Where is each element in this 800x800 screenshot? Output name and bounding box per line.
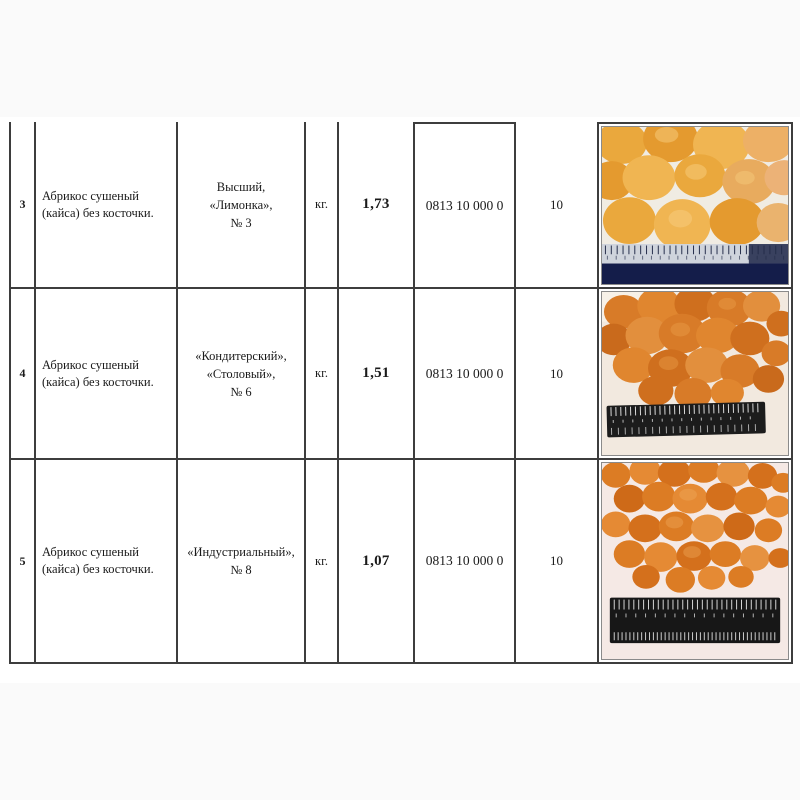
dried-apricots-golden-with-navy-ruler-photo bbox=[601, 126, 789, 285]
customs-code: 0813 10 000 0 bbox=[415, 122, 516, 289]
product-photo-cell bbox=[599, 289, 793, 460]
price: 1,51 bbox=[339, 289, 415, 460]
product-grade: «Индустриальный», № 8 bbox=[178, 460, 306, 664]
product-grade: Высший, «Лимонка», № 3 bbox=[178, 122, 306, 289]
product-photo-cell bbox=[599, 460, 793, 664]
grade-line: Высший, bbox=[216, 179, 266, 194]
quantity: 10 bbox=[516, 289, 599, 460]
price-list-table: 3 Абрикос сушеный (кайса) без косточки. … bbox=[9, 122, 793, 664]
grade-line: № 6 bbox=[230, 384, 252, 399]
grade-line: № 8 bbox=[230, 563, 252, 577]
customs-code: 0813 10 000 0 bbox=[415, 460, 516, 664]
grade-line: «Столовый», bbox=[206, 366, 276, 381]
row-number: 5 bbox=[11, 460, 36, 664]
grade-line: № 3 bbox=[230, 215, 252, 230]
quantity: 10 bbox=[516, 460, 599, 664]
row-number: 4 bbox=[11, 289, 36, 460]
product-description: Абрикос сушеный (кайса) без косточки. bbox=[36, 122, 178, 289]
customs-code: 0813 10 000 0 bbox=[415, 289, 516, 460]
price: 1,73 bbox=[339, 122, 415, 289]
product-description: Абрикос сушеный (кайса) без косточки. bbox=[36, 460, 178, 664]
quantity: 10 bbox=[516, 122, 599, 289]
price: 1,07 bbox=[339, 460, 415, 664]
unit: кг. bbox=[306, 289, 339, 460]
unit: кг. bbox=[306, 460, 339, 664]
grade-line: «Лимонка», bbox=[209, 197, 273, 212]
dried-apricots-pile-with-black-ruler-photo bbox=[601, 462, 789, 660]
product-photo-cell bbox=[599, 122, 793, 289]
unit: кг. bbox=[306, 122, 339, 289]
product-grade: «Кондитерский», «Столовый», № 6 bbox=[178, 289, 306, 460]
row-number: 3 bbox=[11, 122, 36, 289]
grade-line: «Кондитерский», bbox=[195, 348, 287, 363]
grade-line: «Индустриальный», bbox=[187, 545, 295, 559]
product-description: Абрикос сушеный (кайса) без косточки. bbox=[36, 289, 178, 460]
dried-apricots-orange-with-black-ruler-photo bbox=[601, 291, 789, 456]
